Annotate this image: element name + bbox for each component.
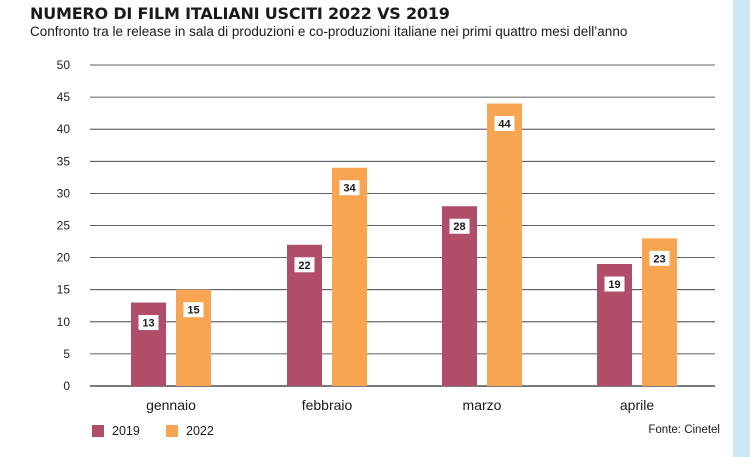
y-tick-label: 0 [63, 379, 70, 393]
data-label-box [604, 276, 625, 292]
chart-title: NUMERO DI FILM ITALIANI USCITI 2022 VS 2… [30, 4, 450, 23]
data-label-box [449, 218, 470, 234]
data-label: 19 [608, 279, 620, 291]
data-label: 23 [653, 253, 665, 265]
y-tick-label: 25 [57, 219, 71, 233]
y-tick-label: 40 [57, 122, 71, 136]
bar-2022-marzo [487, 103, 522, 387]
y-tick-label: 10 [57, 315, 71, 329]
legend-item-2022: 2022 [166, 424, 214, 438]
y-axis-ticks: 0 5 10 15 20 25 30 35 40 45 50 [57, 58, 71, 393]
data-label: 44 [498, 119, 511, 131]
legend-label-2022: 2022 [186, 424, 214, 438]
bar-2022-febbraio [332, 167, 367, 386]
y-tick-label: 35 [57, 154, 71, 168]
data-label: 28 [453, 221, 465, 233]
y-tick-label: 20 [57, 251, 71, 265]
legend-item-2019: 2019 [92, 424, 140, 438]
data-label-box [494, 116, 515, 132]
x-tick-label: marzo [463, 397, 502, 413]
source-note: Fonte: Cinetel [648, 424, 720, 436]
legend-label-2019: 2019 [112, 424, 140, 438]
y-tick-label: 15 [57, 283, 71, 297]
x-axis-labels: gennaio febbraio marzo aprile [146, 397, 654, 413]
data-label: 15 [187, 305, 199, 317]
y-tick-label: 50 [57, 58, 71, 72]
data-label-box [294, 257, 315, 273]
data-label-box [183, 302, 204, 318]
x-tick-label: febbraio [302, 397, 353, 413]
chart-subtitle: Confronto tra le release in sala di prod… [30, 24, 628, 39]
x-tick-label: gennaio [146, 397, 196, 413]
data-label-box [138, 315, 159, 331]
data-label: 34 [343, 183, 356, 195]
y-tick-label: 30 [57, 186, 71, 200]
data-label: 13 [142, 318, 154, 330]
x-tick-label: aprile [620, 397, 654, 413]
bar-chart: 0 5 10 15 20 25 30 35 40 45 50 13 15 22 34 28 44 19 23 ge… [57, 58, 715, 413]
legend-swatch-2022 [166, 425, 178, 437]
legend-swatch-2019 [92, 425, 104, 437]
y-tick-label: 45 [57, 90, 71, 104]
bars: 13 15 22 34 28 44 19 23 [131, 103, 677, 387]
data-label: 22 [298, 260, 310, 272]
y-tick-label: 5 [63, 347, 70, 361]
data-label-box [649, 250, 670, 266]
data-label-box [339, 180, 360, 196]
bar-2019-marzo [442, 206, 477, 386]
